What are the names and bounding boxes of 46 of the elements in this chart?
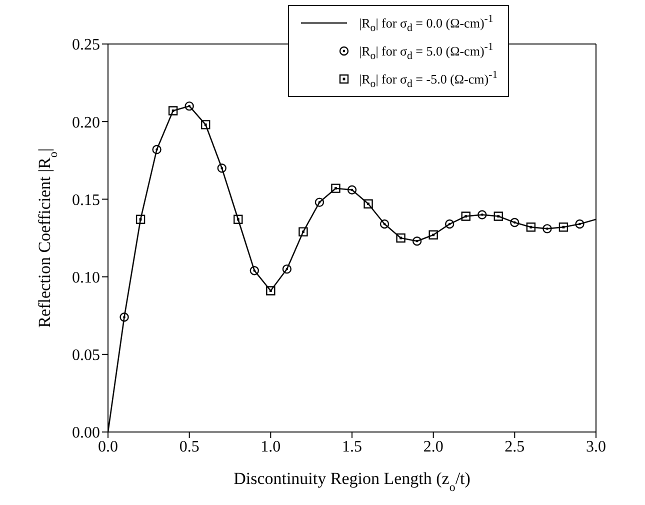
point [331,184,340,193]
point [478,210,487,220]
x-tick-label: 0.0 [98,438,118,456]
point [542,224,552,234]
point [347,185,357,194]
point [380,219,390,229]
point [494,212,503,221]
point [136,214,146,224]
point [168,106,178,116]
x-tick-label: 3.0 [586,438,606,456]
x-tick-label: 0.5 [179,438,200,456]
y-tick-label: 0.15 [72,192,100,209]
point [428,230,438,240]
point [217,164,226,173]
point [266,286,276,296]
point [120,312,129,322]
point [575,219,584,229]
point [282,264,292,274]
y-tick-label: 0.10 [72,269,100,286]
x-tick-label: 1.5 [342,438,362,456]
point [152,144,162,154]
legend-label: |R$_{o}$| for σ$_{d}$ = -5.0 (Ω-cm)$^{-1}$ [359,68,498,90]
y-tick-label: 0.25 [72,36,100,54]
point [558,222,568,232]
legend-label: |R$_{o}$| for σ$_{d}$ = 0.0 (Ω-cm)$^{-1}$ [359,12,494,34]
y-tick-label: 0.20 [72,114,100,132]
x-tick-label: 2.5 [504,438,525,456]
point [201,120,210,130]
x-axis-title: Discontinuity Region Length (z$_{o}$/t) [234,469,470,494]
point [364,199,373,208]
point [298,227,308,236]
point [314,198,324,207]
point [510,218,520,228]
point [412,236,422,246]
point [234,214,243,224]
y-tick-label: 0.05 [72,347,100,364]
x-tick-label: 1.0 [260,438,281,456]
y-tick-label: 0.00 [72,424,100,442]
point [445,219,454,229]
point [250,266,259,276]
legend-label: |R$_{o}$| for σ$_{d}$ = 5.0 (Ω-cm)$^{-1}$ [359,40,494,62]
point [461,212,470,221]
x-tick-label: 2.0 [423,438,444,456]
point [526,222,536,232]
point [396,233,406,243]
point [184,101,194,111]
